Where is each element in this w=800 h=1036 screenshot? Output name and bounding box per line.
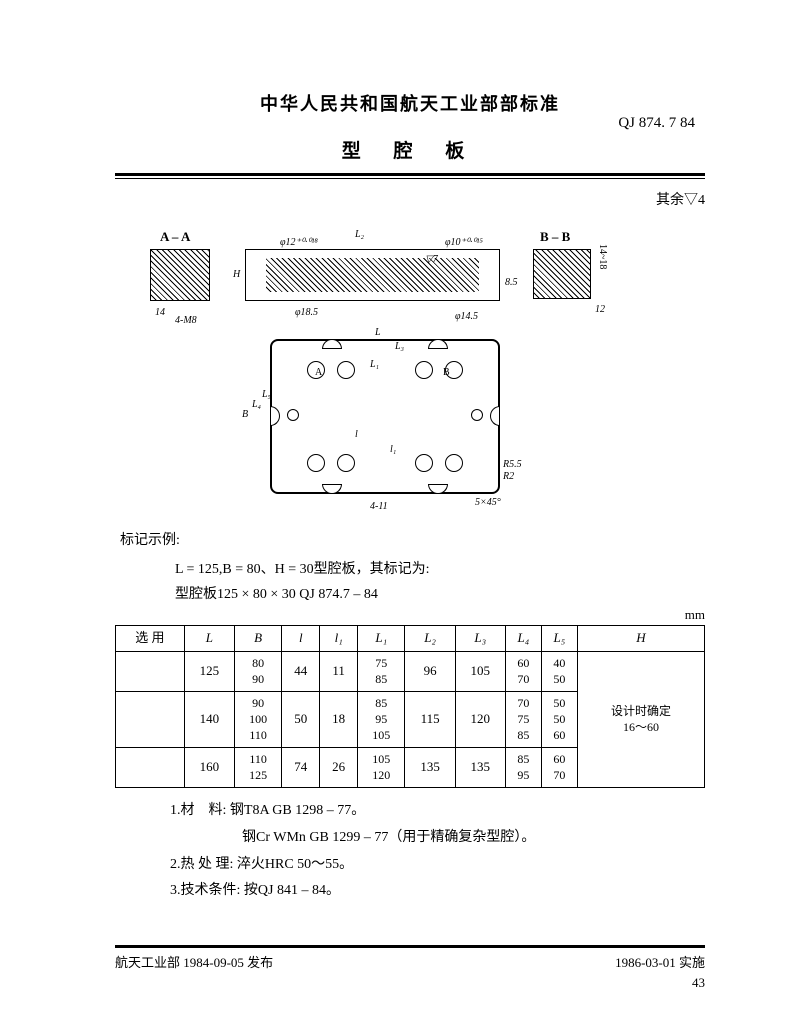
note-heat: 2.热 处 理: 淬火HRC 50～55。 bbox=[170, 852, 705, 879]
top-view bbox=[270, 339, 500, 494]
cell-L1: 105120 bbox=[358, 748, 405, 788]
th-H: H bbox=[577, 626, 704, 652]
dim-l: l bbox=[355, 429, 358, 440]
marking-title: 标记示例: bbox=[120, 529, 705, 549]
th-L: L bbox=[184, 626, 234, 652]
th-L4: L₄ bbox=[505, 626, 541, 652]
note-material-b: 钢Cr WMn GB 1299 – 77（用于精确复杂型腔）。 bbox=[242, 825, 705, 852]
table-header-row: 选 用 L B l l₁ L₁ L₂ L₃ L₄ L₅ H bbox=[116, 626, 705, 652]
marking-line1: L = 125,B = 80、H = 30型腔板，其标记为: bbox=[175, 557, 705, 582]
cell-H: 设计时确定16～60 bbox=[577, 652, 704, 788]
cell-L: 160 bbox=[184, 748, 234, 788]
section-view-main bbox=[245, 249, 500, 301]
dim-R2: R2 bbox=[503, 471, 514, 482]
cell-l1: 11 bbox=[320, 652, 358, 692]
cell-sel bbox=[116, 652, 185, 692]
dim-5x45: 5×45° bbox=[475, 497, 501, 508]
technical-drawing: A – A 14 4-M8 L₂ φ12⁺⁰·⁰¹⁸ φ10⁺⁰·⁰¹⁵ ▽7 … bbox=[115, 219, 705, 519]
cell-L5: 505060 bbox=[541, 692, 577, 748]
standard-code: QJ 874. 7 84 bbox=[618, 115, 695, 132]
th-B: B bbox=[234, 626, 281, 652]
dim-L3: L₃ bbox=[395, 341, 404, 352]
cell-B: 8090 bbox=[234, 652, 281, 692]
top-label-A: A bbox=[315, 367, 322, 378]
cell-L4: 6070 bbox=[505, 652, 541, 692]
sub-title: 型 腔 板 bbox=[115, 136, 705, 163]
dim-18-5: φ18.5 bbox=[295, 307, 318, 318]
note-surface-finish: 其余▽4 bbox=[115, 189, 705, 209]
cell-sel bbox=[116, 692, 185, 748]
section-view-aa bbox=[150, 249, 210, 301]
unit-label: mm bbox=[115, 607, 705, 623]
dim-L1: L₁ bbox=[370, 359, 379, 370]
cell-L4: 707585 bbox=[505, 692, 541, 748]
dim-L: L bbox=[375, 327, 381, 338]
page-number: 43 bbox=[692, 975, 705, 991]
dim-L4: L₄ bbox=[252, 399, 261, 410]
cell-L1: 7585 bbox=[358, 652, 405, 692]
top-label-B: B bbox=[443, 367, 450, 378]
th-l1: l₁ bbox=[320, 626, 358, 652]
dim-H: H bbox=[233, 269, 240, 280]
cell-l1: 18 bbox=[320, 692, 358, 748]
dim-R5-5: R5.5 bbox=[503, 459, 522, 470]
th-select: 选 用 bbox=[116, 626, 185, 652]
dim-8-5: 8.5 bbox=[505, 277, 518, 288]
cell-l: 44 bbox=[282, 652, 320, 692]
divider-thin bbox=[115, 178, 705, 179]
cell-l: 50 bbox=[282, 692, 320, 748]
section-view-bb bbox=[533, 249, 591, 299]
dim-l1: l₁ bbox=[390, 444, 396, 455]
th-l: l bbox=[282, 626, 320, 652]
th-L5: L₅ bbox=[541, 626, 577, 652]
table-row: 125 8090 44 11 7585 96 105 6070 4050 设计时… bbox=[116, 652, 705, 692]
cell-L1: 8595105 bbox=[358, 692, 405, 748]
cell-L5: 6070 bbox=[541, 748, 577, 788]
divider-thick bbox=[115, 173, 705, 176]
cell-B: 110125 bbox=[234, 748, 281, 788]
cell-L2: 135 bbox=[405, 748, 455, 788]
cell-L3: 120 bbox=[455, 692, 505, 748]
section-label-bb: B – B bbox=[540, 229, 570, 245]
notes-block: 1.材 料: 钢T8A GB 1298 – 77。 钢Cr WMn GB 129… bbox=[170, 798, 705, 904]
marking-line2: 型腔板125 × 80 × 30 QJ 874.7 – 84 bbox=[175, 582, 705, 607]
dim-tri7: ▽7 bbox=[425, 254, 438, 265]
footer: 航天工业部 1984-09-05 发布 1986-03-01 实施 bbox=[115, 945, 705, 971]
cell-l: 74 bbox=[282, 748, 320, 788]
dim-phi12: φ12⁺⁰·⁰¹⁸ bbox=[280, 237, 318, 248]
dim-14-18: 14~18 bbox=[597, 244, 608, 269]
dim-L5: L₅ bbox=[262, 389, 271, 400]
cell-L4: 8595 bbox=[505, 748, 541, 788]
cell-L: 125 bbox=[184, 652, 234, 692]
th-L2: L₂ bbox=[405, 626, 455, 652]
cell-L3: 105 bbox=[455, 652, 505, 692]
note-material: 1.材 料: 钢T8A GB 1298 – 77。 bbox=[170, 798, 705, 825]
cell-L5: 4050 bbox=[541, 652, 577, 692]
footer-effective: 1986-03-01 实施 bbox=[615, 952, 705, 971]
dimension-table: 选 用 L B l l₁ L₁ L₂ L₃ L₄ L₅ H 125 8090 4… bbox=[115, 625, 705, 788]
cell-L: 140 bbox=[184, 692, 234, 748]
cell-L3: 135 bbox=[455, 748, 505, 788]
dim-phi10: φ10⁺⁰·⁰¹⁵ bbox=[445, 237, 483, 248]
header-title: 中华人民共和国航天工业部部标准 bbox=[115, 90, 705, 116]
cell-sel bbox=[116, 748, 185, 788]
dim-12: 12 bbox=[595, 304, 605, 315]
cell-L2: 115 bbox=[405, 692, 455, 748]
dim-14-5: φ14.5 bbox=[455, 311, 478, 322]
footer-publish: 航天工业部 1984-09-05 发布 bbox=[115, 952, 273, 971]
dim-4m8: 4-M8 bbox=[175, 315, 197, 326]
th-L3: L₃ bbox=[455, 626, 505, 652]
note-tech: 3.技术条件: 按QJ 841 – 84。 bbox=[170, 878, 705, 905]
th-L1: L₁ bbox=[358, 626, 405, 652]
cell-l1: 26 bbox=[320, 748, 358, 788]
dim-B: B bbox=[242, 409, 248, 420]
cell-B: 90100110 bbox=[234, 692, 281, 748]
dim-L2: L₂ bbox=[355, 229, 364, 240]
dim-14: 14 bbox=[155, 307, 165, 318]
dim-4-11: 4-11 bbox=[370, 501, 388, 512]
cell-L2: 96 bbox=[405, 652, 455, 692]
section-label-aa: A – A bbox=[160, 229, 190, 245]
